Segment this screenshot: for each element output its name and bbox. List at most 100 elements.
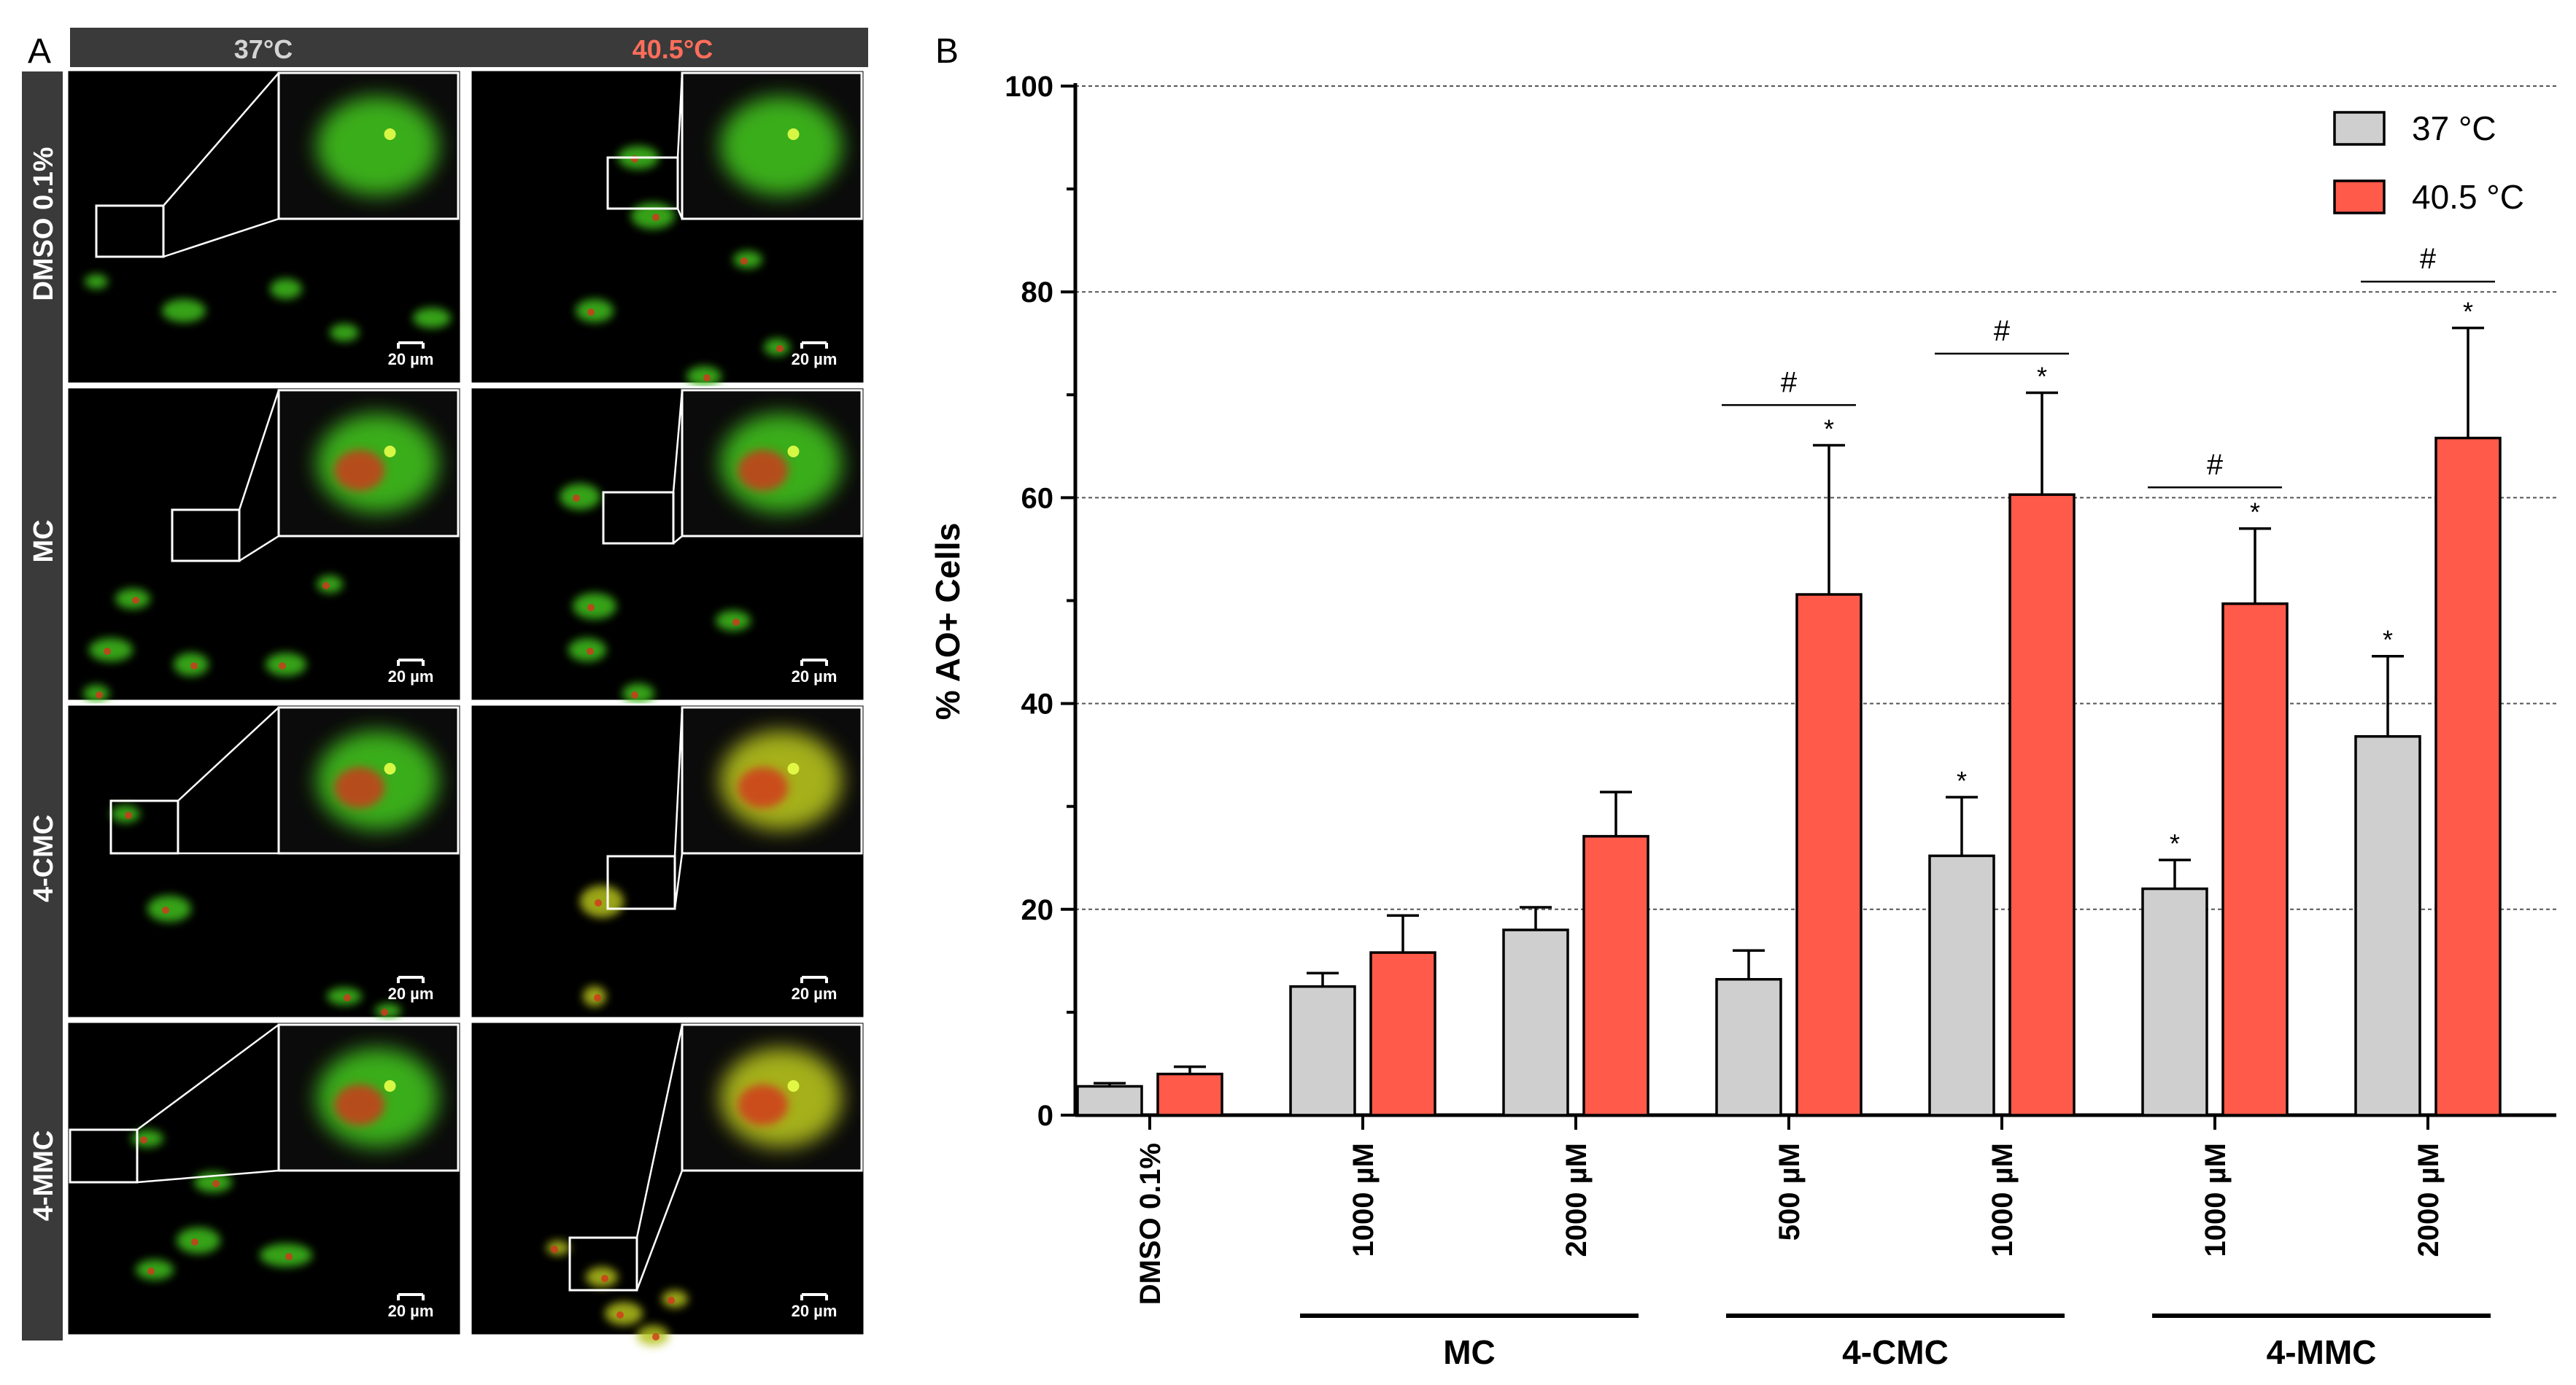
x-tick-label: 1000 µM — [1347, 1143, 1380, 1257]
inset-red-region — [334, 767, 385, 808]
cell — [330, 324, 359, 341]
zoom-line — [163, 72, 279, 206]
y-tick-label: 20 — [1021, 894, 1054, 926]
zoom-source-box — [606, 156, 679, 210]
zoom-line — [676, 72, 684, 158]
x-tick-label: 2000 µM — [2413, 1143, 2445, 1257]
lysosome-spot — [652, 1333, 660, 1341]
zoom-line — [136, 1169, 279, 1184]
lysosome-spot — [573, 494, 580, 502]
inset-nucleolus — [384, 1080, 396, 1092]
micrograph-tile: 20 µm — [66, 1020, 463, 1337]
x-tick-label: 1000 µM — [1987, 1143, 2019, 1257]
asterisk-mark: * — [2463, 297, 2473, 327]
cell — [177, 1227, 220, 1254]
lysosome-spot — [279, 662, 286, 670]
group-label: 4-CMC — [1842, 1333, 1949, 1371]
row-label-4mmc: 4-MMC — [28, 1130, 59, 1222]
cell — [546, 1241, 570, 1255]
inset-zoom — [277, 389, 460, 538]
hash-mark: # — [1994, 315, 2011, 347]
scale-bar — [397, 341, 425, 349]
lysosome-spot — [587, 648, 594, 655]
lysosome-spot — [104, 648, 111, 655]
bar-40-5c — [1795, 593, 1863, 1117]
inset-nucleolus — [384, 763, 396, 775]
y-tick-label: 80 — [1021, 276, 1054, 309]
zoom-line — [238, 389, 280, 511]
cell — [89, 638, 133, 662]
y-tick-label: 100 — [1005, 71, 1053, 103]
zoom-source-box — [95, 204, 165, 258]
inset-frame — [277, 1023, 460, 1172]
hash-mark: # — [2207, 449, 2224, 481]
inset-zoom — [681, 706, 863, 855]
bar-37c — [1928, 854, 1995, 1117]
zoom-source-box — [69, 1128, 139, 1184]
zoom-line — [163, 217, 279, 258]
bar-37c — [2354, 735, 2421, 1117]
bar-37c — [1076, 1085, 1143, 1117]
inset-frame — [681, 389, 863, 538]
inset-red-region — [738, 450, 789, 491]
cell — [131, 1130, 163, 1147]
cell — [162, 299, 206, 322]
scale-bar-label: 20 µm — [792, 350, 838, 368]
asterisk-mark: * — [2170, 829, 2180, 858]
cell — [317, 575, 343, 593]
scale-bar — [800, 1293, 828, 1300]
micrograph-tile: 20 µm — [66, 69, 463, 385]
row-label-mc: MC — [28, 519, 59, 562]
column-header-37c: 37°C — [234, 34, 293, 64]
lysosome-spot — [601, 1275, 608, 1282]
cell — [270, 279, 302, 299]
zoom-line — [177, 707, 279, 802]
lysosome-spot — [191, 1238, 198, 1246]
zoom-source-box — [171, 508, 241, 562]
lysosome-spot — [125, 812, 132, 819]
micrograph-tile: 20 µm — [66, 703, 463, 1020]
zoom-line — [676, 208, 684, 220]
lysosome-spot — [344, 994, 351, 1001]
lysosome-spot — [740, 257, 748, 265]
lysosome-spot — [652, 214, 660, 221]
inset-zoom — [681, 1023, 863, 1172]
scale-bar-label: 20 µm — [792, 667, 838, 686]
lysosome-spot — [322, 582, 330, 589]
cell — [560, 484, 600, 510]
cell — [576, 299, 614, 322]
legend: 37 °C 40.5 °C — [2333, 109, 2524, 216]
zoom-line — [239, 535, 279, 562]
zoom-line — [673, 535, 683, 544]
scale-bar-label: 20 µm — [792, 985, 838, 1003]
lysosome-spot — [587, 604, 595, 611]
cell — [605, 1302, 643, 1325]
x-axis-labels: DMSO 0.1% 1000 µM 2000 µM 500 µM 1000 µM 1000… — [1134, 1115, 2445, 1305]
scale-bar-label: 20 µm — [792, 1302, 838, 1320]
y-tick-label: 40 — [1021, 688, 1054, 721]
inset-nucleolus — [384, 128, 396, 140]
lysosome-spot — [668, 1297, 675, 1304]
asterisk-mark: * — [2383, 625, 2393, 655]
lysosome-spot — [381, 1009, 388, 1016]
lysosome-spot — [132, 597, 139, 604]
lysosome-spot — [96, 691, 103, 699]
zoom-source-box — [606, 855, 676, 910]
micrograph-grid: 20 µm 20 µm 20 µm 20 µm 20 µm 20 µm 20 µm 20 µm — [66, 69, 866, 1346]
legend-label-40-5c: 40.5 °C — [2412, 178, 2524, 216]
bar-40-5c — [2434, 436, 2502, 1117]
cell — [136, 1260, 174, 1280]
y-tick-label: 60 — [1021, 482, 1054, 514]
micrograph-panel: A 37°C 40.5°C DMSO 0.1% MC 4-CMC 4-MMC 2… — [22, 28, 868, 1346]
zoom-line — [635, 1170, 684, 1291]
row-label-4cmc: 4-CMC — [28, 815, 59, 902]
zoom-line — [635, 1024, 684, 1238]
lysosome-spot — [285, 1253, 293, 1260]
zoom-source-box — [568, 1236, 638, 1292]
zoom-line — [136, 1023, 279, 1131]
zoom-line — [673, 707, 684, 857]
bar-chart-panel: B % AO+ Cells 0 20 40 60 80 100 * * * * * * * # # # # D… — [929, 32, 2556, 1371]
inset-cell — [719, 96, 842, 195]
legend-swatch-40-5c — [2333, 179, 2386, 214]
